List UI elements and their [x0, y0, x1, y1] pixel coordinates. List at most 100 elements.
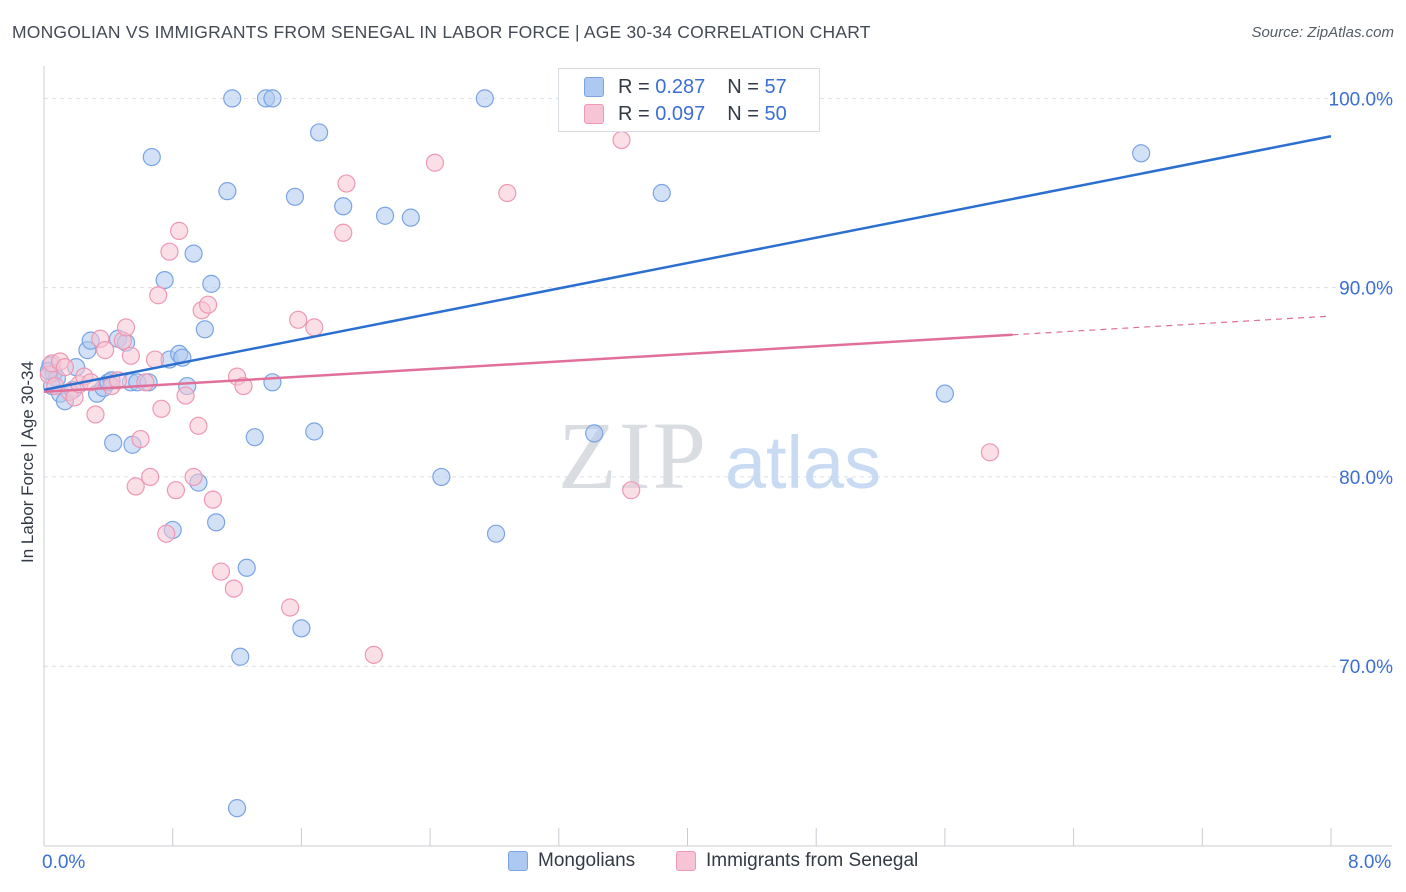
mongolian-point — [227, 799, 247, 818]
mongolian-point — [202, 274, 221, 293]
senegal-point — [498, 183, 517, 203]
data-points — [39, 89, 1151, 818]
source-label: Source: ZipAtlas.com — [1251, 24, 1394, 41]
mongolian-point — [375, 206, 395, 225]
stats-swatch-blue — [584, 77, 604, 97]
senegal-point — [145, 350, 165, 369]
mongolian-point — [285, 187, 305, 206]
senegal-point — [157, 524, 176, 543]
senegal-point — [364, 645, 383, 664]
senegal-point — [198, 295, 218, 314]
y-tick-label: 90.0% — [1339, 279, 1393, 300]
mongolian-trend-line — [43, 135, 1332, 392]
mongolian-point — [223, 89, 242, 108]
mongolian-point — [432, 467, 451, 487]
senegal-point — [126, 477, 145, 496]
watermark-atlas: atlas — [725, 421, 881, 504]
senegal-point — [211, 562, 231, 581]
senegal-point — [622, 481, 641, 500]
senegal-point — [141, 467, 160, 487]
mongolian-point — [263, 89, 282, 108]
senegal-point — [305, 318, 324, 337]
senegal-point — [55, 358, 75, 377]
senegal-point — [189, 416, 208, 435]
legend-swatch-pink — [676, 851, 696, 871]
stats-n-value: 50 — [764, 102, 787, 125]
senegal-point — [612, 130, 631, 150]
senegal-trend-line-extrapolated — [1012, 315, 1332, 336]
senegal-point — [184, 467, 203, 487]
senegal-point — [224, 579, 243, 598]
stats-r-label: R = — [618, 102, 650, 125]
mongolian-point — [207, 513, 226, 532]
mongolian-point — [142, 147, 161, 167]
senegal-point — [160, 242, 179, 261]
legend-label-senegal: Immigrants from Senegal — [706, 850, 919, 871]
mongolian-point — [334, 197, 353, 216]
mongolian-point — [305, 422, 324, 441]
senegal-point — [121, 346, 140, 365]
senegal-point — [86, 405, 105, 424]
mongolian-point — [309, 123, 329, 142]
trend-lines — [43, 135, 1332, 394]
chart-title: MONGOLIAN VS IMMIGRANTS FROM SENEGAL IN … — [12, 22, 871, 42]
y-tick-label: 80.0% — [1339, 468, 1393, 489]
watermark: ZIP atlas — [558, 402, 881, 509]
mongolian-point — [104, 433, 123, 452]
y-tick-label: 70.0% — [1339, 657, 1393, 678]
legend-item-senegal[interactable]: Immigrants from Senegal — [676, 850, 918, 872]
mongolian-point — [218, 182, 237, 201]
senegal-point — [96, 341, 115, 360]
senegal-point — [203, 490, 223, 509]
senegal-point — [289, 310, 308, 329]
bottom-legend: Mongolians Immigrants from Senegal — [0, 850, 1406, 878]
mongolian-point — [935, 384, 955, 403]
senegal-trend-line — [43, 333, 1013, 394]
senegal-point — [425, 153, 445, 172]
senegal-point — [170, 221, 189, 240]
mongolian-point — [231, 647, 250, 666]
mongolian-point — [237, 558, 256, 577]
senegal-point — [116, 318, 136, 337]
senegal-point — [281, 598, 300, 617]
senegal-point — [980, 443, 1000, 462]
axes — [43, 66, 1392, 847]
legend-label-mongolians: Mongolians — [538, 850, 636, 871]
mongolian-point — [263, 373, 282, 392]
x-tick-label-min: 0.0% — [42, 852, 86, 873]
stats-n-label: N = — [727, 102, 759, 125]
stats-r-value: 0.287 — [655, 75, 706, 98]
senegal-point — [152, 399, 171, 418]
stats-row-senegal: R = 0.097 N = 50 — [559, 100, 787, 128]
stats-swatch-pink — [584, 104, 604, 124]
senegal-point — [337, 174, 356, 193]
legend-swatch-blue — [508, 851, 528, 871]
senegal-point — [234, 376, 253, 396]
y-tick-label: 100.0% — [1329, 89, 1394, 110]
senegal-point — [131, 429, 150, 449]
senegal-point — [136, 373, 155, 392]
y-tick-labels: 100.0% 90.0% 80.0% 70.0% — [1329, 89, 1394, 678]
senegal-point — [176, 386, 195, 405]
senegal-point — [166, 481, 186, 500]
stats-n-label: N = — [727, 75, 759, 98]
mongolian-point — [585, 424, 604, 443]
legend-item-mongolians[interactable]: Mongolians — [508, 850, 635, 872]
y-axis-label: In Labor Force | Age 30-34 — [18, 361, 37, 563]
senegal-point — [334, 223, 353, 242]
mongolian-point — [245, 428, 264, 447]
mongolian-point — [292, 619, 311, 638]
mongolian-point — [1132, 144, 1151, 163]
senegal-point — [149, 286, 168, 305]
stats-row-mongolians: R = 0.287 N = 57 — [559, 73, 787, 101]
mongolian-point — [475, 89, 494, 108]
mongolian-point — [195, 320, 214, 339]
x-tick-label-max: 8.0% — [1348, 852, 1392, 873]
stats-legend: R = 0.287 N = 57 R = 0.097 N = 50 — [558, 68, 820, 132]
stats-r-label: R = — [618, 75, 650, 98]
mongolian-point — [155, 270, 174, 290]
mongolian-point — [184, 244, 203, 263]
mongolian-point — [401, 208, 420, 227]
stats-r-value: 0.097 — [655, 102, 706, 125]
